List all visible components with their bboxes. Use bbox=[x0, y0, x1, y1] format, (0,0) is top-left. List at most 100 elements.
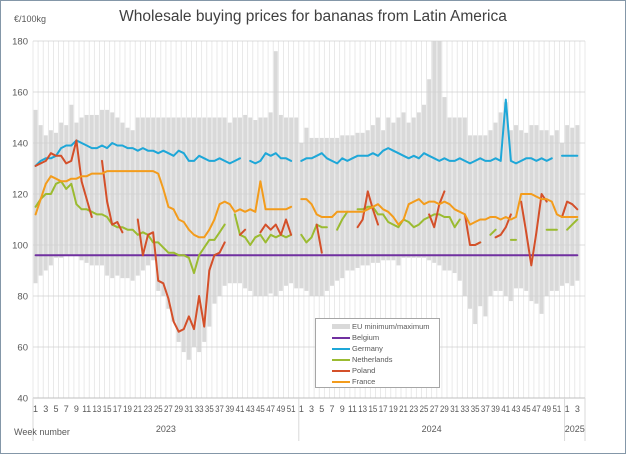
x-tick-label: 13 bbox=[358, 404, 367, 414]
x-tick-label: 7 bbox=[64, 404, 69, 414]
y-tick-label: 100 bbox=[12, 241, 28, 252]
range-bar bbox=[299, 143, 304, 289]
legend-swatch bbox=[332, 347, 350, 350]
x-tick-label: 1 bbox=[299, 404, 304, 414]
range-bar bbox=[554, 130, 559, 291]
range-bar bbox=[59, 122, 64, 258]
range-bar bbox=[197, 117, 202, 353]
range-bar bbox=[442, 97, 447, 271]
range-bar bbox=[48, 130, 53, 266]
range-bar bbox=[161, 117, 166, 296]
x-tick-label: 31 bbox=[184, 404, 193, 414]
x-tick-label: 39 bbox=[225, 404, 234, 414]
x-tick-label: 47 bbox=[532, 404, 541, 414]
series-line-germany bbox=[34, 98, 579, 167]
range-bar bbox=[156, 117, 161, 291]
x-tick-label: 9 bbox=[340, 404, 345, 414]
range-bar bbox=[248, 117, 253, 291]
range-bar bbox=[544, 130, 549, 296]
range-bar bbox=[268, 112, 273, 294]
range-bar bbox=[176, 117, 181, 342]
range-bar bbox=[524, 132, 529, 291]
x-tick-label: 19 bbox=[123, 404, 132, 414]
x-tick-label: 21 bbox=[133, 404, 142, 414]
range-bar bbox=[468, 135, 472, 309]
range-bar bbox=[166, 117, 171, 309]
legend-item-range: EU minimum/maximum bbox=[332, 321, 439, 332]
x-tick-label: 35 bbox=[205, 404, 214, 414]
range-bar bbox=[376, 117, 380, 263]
range-bar bbox=[151, 117, 156, 261]
range-bar bbox=[529, 125, 534, 302]
x-tick-label: 23 bbox=[144, 404, 153, 414]
range-bar bbox=[340, 135, 345, 279]
range-bar bbox=[350, 135, 355, 271]
range-bar bbox=[570, 127, 575, 286]
range-bar bbox=[89, 114, 94, 266]
range-bar bbox=[355, 132, 360, 268]
range-bar bbox=[115, 117, 120, 276]
x-tick-label: 37 bbox=[215, 404, 224, 414]
x-tick-label: 11 bbox=[348, 404, 357, 414]
range-bar bbox=[478, 135, 483, 307]
range-bar bbox=[575, 125, 580, 281]
range-bar bbox=[69, 104, 74, 256]
legend-swatch bbox=[332, 336, 350, 339]
range-bar bbox=[335, 137, 340, 281]
range-bar bbox=[473, 135, 478, 325]
x-tick-label: 13 bbox=[92, 404, 101, 414]
range-bar bbox=[304, 127, 309, 291]
legend: EU minimum/maximum Belgium Germany Nethe… bbox=[315, 318, 440, 388]
range-bar bbox=[54, 132, 58, 258]
x-tick-label: 39 bbox=[491, 404, 500, 414]
y-tick-label: 120 bbox=[12, 190, 28, 201]
legend-label: Belgium bbox=[352, 333, 380, 342]
range-bar bbox=[457, 117, 462, 281]
x-tick-label: 31 bbox=[450, 404, 459, 414]
legend-label: EU minimum/maximum bbox=[352, 322, 430, 331]
x-tick-label: 25 bbox=[420, 404, 429, 414]
y-tick-label: 160 bbox=[12, 88, 28, 99]
legend-item-poland: Poland bbox=[332, 365, 439, 376]
x-tick-label: 27 bbox=[430, 404, 439, 414]
range-bar bbox=[534, 125, 539, 304]
range-bar bbox=[381, 130, 386, 261]
series-line-poland bbox=[34, 139, 579, 333]
x-tick-label: 21 bbox=[399, 404, 408, 414]
range-bar bbox=[202, 117, 207, 342]
x-tick-label: 11 bbox=[82, 404, 91, 414]
legend-item-netherlands: Netherlands bbox=[332, 354, 439, 365]
x-tick-label: 51 bbox=[287, 404, 296, 414]
range-bar bbox=[181, 117, 186, 353]
x-tick-label: 5 bbox=[53, 404, 58, 414]
range-bar bbox=[74, 122, 79, 256]
y-tick-label: 140 bbox=[12, 139, 28, 150]
range-bar bbox=[294, 117, 299, 289]
legend-swatch bbox=[332, 369, 350, 372]
legend-swatch bbox=[332, 324, 350, 329]
legend-item-belgium: Belgium bbox=[332, 332, 439, 343]
range-bar bbox=[365, 130, 370, 266]
x-tick-label: 35 bbox=[471, 404, 480, 414]
x-tick-label: 47 bbox=[266, 404, 275, 414]
x-tick-label: 45 bbox=[522, 404, 531, 414]
range-bar bbox=[422, 104, 426, 258]
range-bar bbox=[278, 114, 283, 291]
x-tick-label: 9 bbox=[74, 404, 79, 414]
range-bar bbox=[386, 117, 391, 261]
y-tick-label: 80 bbox=[17, 292, 28, 303]
range-bar bbox=[43, 135, 48, 271]
range-bar bbox=[360, 132, 365, 266]
range-bar bbox=[171, 117, 176, 322]
x-tick-label: 23 bbox=[409, 404, 418, 414]
range-bar bbox=[243, 114, 248, 289]
x-tick-label: 41 bbox=[236, 404, 245, 414]
range-bar bbox=[309, 137, 314, 296]
range-bar bbox=[207, 117, 212, 327]
x-tick-label: 17 bbox=[379, 404, 388, 414]
range-bar bbox=[416, 112, 421, 258]
y-tick-label: 40 bbox=[17, 394, 28, 405]
x-tick-label: 45 bbox=[256, 404, 265, 414]
